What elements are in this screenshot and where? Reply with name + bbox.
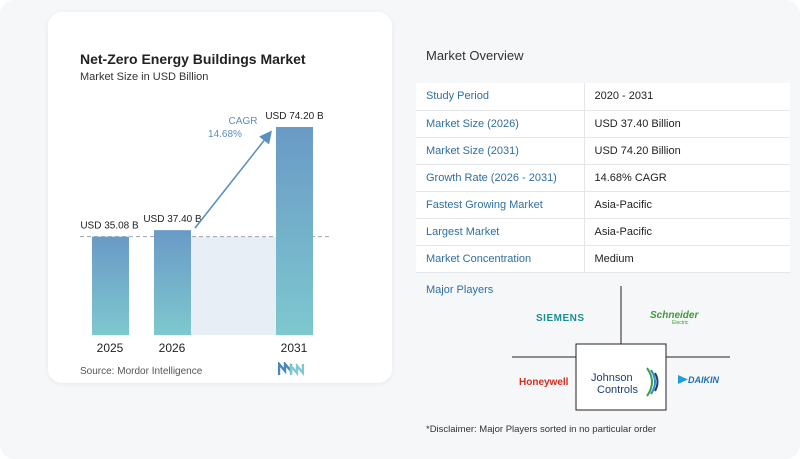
row-key: Market Concentration [416, 245, 584, 273]
row-key: Growth Rate (2026 - 2031) [416, 164, 584, 192]
cagr-arrow [194, 130, 272, 229]
row-value: USD 37.40 Billion [583, 110, 790, 138]
johnson-controls-mark-icon [646, 367, 659, 397]
bar [92, 236, 129, 335]
bar-chart: USD 35.08 B 2025 USD 37.40 B 2026 USD 74.20 … [80, 111, 330, 355]
row-value: Asia-Pacific [583, 191, 790, 219]
schneider-logo: Schneider [650, 310, 699, 321]
controls-logo: Controls [597, 384, 638, 396]
chart-subtitle: Market Size in USD Billion [80, 71, 209, 83]
daikin-logo: DAIKIN [688, 375, 719, 385]
overview-table: Study Period 2020 - 2031 Market Size (202… [416, 83, 790, 273]
cagr-label: CAGR [229, 116, 258, 127]
reference-shade [191, 236, 276, 335]
row-key: Fastest Growing Market [416, 191, 584, 219]
row-value: USD 74.20 Billion [583, 137, 790, 165]
bar [154, 230, 191, 335]
siemens-logo: SIEMENS [536, 313, 585, 324]
data-label: USD 37.40 B [143, 214, 202, 225]
row-value: Asia-Pacific [583, 218, 790, 246]
table-row: Largest Market Asia-Pacific [416, 218, 790, 246]
table-row: Market Concentration Medium [416, 245, 790, 273]
disclaimer: *Disclaimer: Major Players sorted in no … [426, 424, 657, 435]
row-key: Study Period [416, 83, 584, 111]
table-row: Market Size (2026) USD 37.40 Billion [416, 110, 790, 138]
bar [276, 127, 313, 335]
cagr-value: 14.68% [208, 129, 242, 140]
row-key: Market Size (2031) [416, 137, 584, 165]
x-tick-label: 2025 [97, 341, 124, 355]
mordor-logo-icon [278, 362, 304, 376]
x-tick-label: 2026 [159, 341, 186, 355]
data-label: USD 74.20 B [265, 111, 324, 122]
overview-title: Market Overview [426, 48, 524, 63]
row-value: 2020 - 2031 [583, 83, 790, 111]
schneider-logo-subtext: Electric [672, 320, 689, 326]
x-tick-label: 2031 [281, 341, 308, 355]
row-value: Medium [583, 245, 790, 273]
chart-source: Source: Mordor Intelligence [80, 366, 203, 377]
table-row: Fastest Growing Market Asia-Pacific [416, 191, 790, 219]
row-key: Market Size (2026) [416, 110, 584, 138]
row-key: Largest Market [416, 218, 584, 246]
row-value: 14.68% CAGR [583, 164, 790, 192]
table-row: Growth Rate (2026 - 2031) 14.68% CAGR [416, 164, 790, 192]
johnson-logo: Johnson [591, 372, 633, 384]
table-row: Study Period 2020 - 2031 [416, 83, 790, 111]
major-players-title: Major Players [426, 284, 494, 296]
table-row: Market Size (2031) USD 74.20 Billion [416, 137, 790, 165]
chart-title: Net-Zero Energy Buildings Market [80, 51, 306, 67]
honeywell-logo: Honeywell [519, 377, 569, 388]
daikin-mark-icon [678, 375, 688, 384]
data-label: USD 35.08 B [80, 221, 139, 232]
